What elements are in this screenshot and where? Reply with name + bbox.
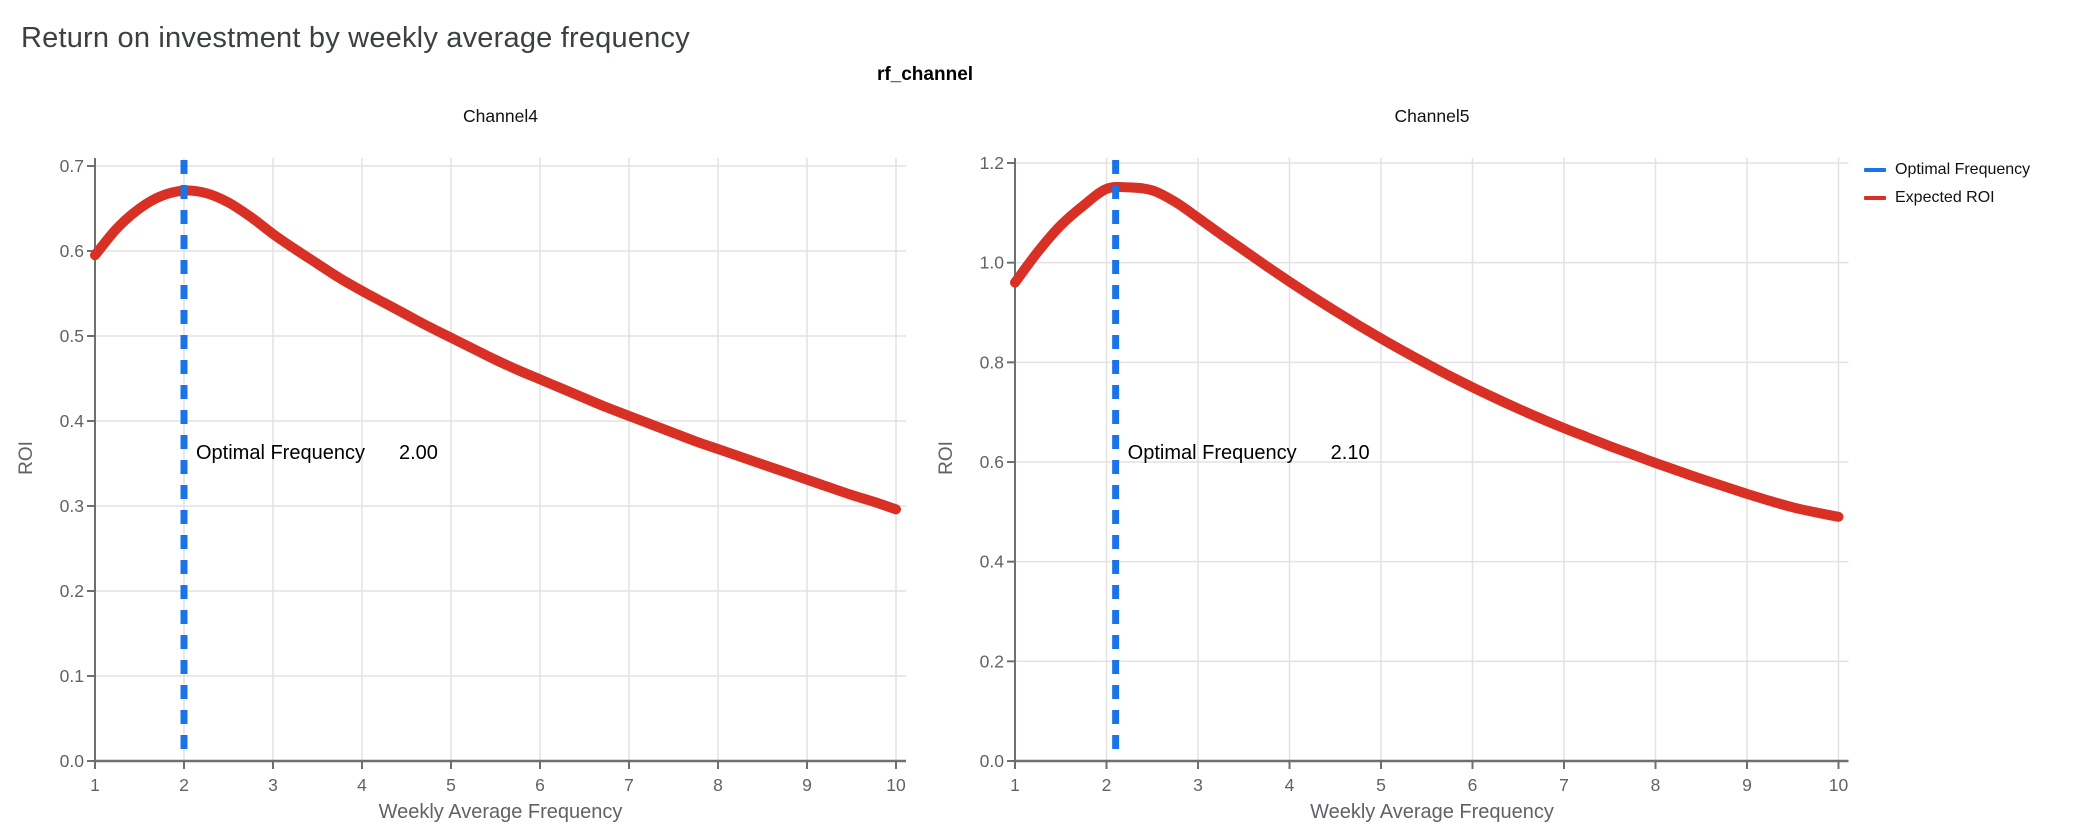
x-tick-label: 6 (535, 775, 545, 795)
subplot-channel4: Channel4 1 2 3 4 5 6 7 8 9 10 0.0 0.1 0.2 0.3 0.4 0.5 0.… (0, 95, 950, 840)
y-tick-label: 1.2 (980, 153, 1004, 173)
x-tick-label: 1 (1010, 775, 1020, 795)
facet-group-title: rf_channel (876, 64, 974, 85)
legend: Optimal Frequency Expected ROI (1864, 161, 2030, 217)
y-tick-label: 0.0 (60, 751, 85, 771)
legend-line-swatch (1864, 167, 1886, 172)
x-tick-label: 1 (90, 775, 100, 795)
x-axis-label: Weekly Average Frequency (1310, 801, 1554, 823)
legend-label: Expected ROI (1895, 188, 1995, 206)
plot-area: 1 2 3 4 5 6 7 8 9 10 0.0 0.1 0.2 0.3 0.4 0.5 0.6 0.7 Optim… (60, 156, 906, 795)
y-tick-label: 0.8 (980, 352, 1004, 372)
x-tick-label: 3 (268, 775, 278, 795)
x-tick-label: 8 (1651, 775, 1661, 795)
y-tick-label: 0.4 (980, 552, 1005, 572)
x-tick-label: 3 (1193, 775, 1203, 795)
optimal-frequency-annotation-value: 2.10 (1331, 442, 1370, 464)
y-tick-label: 0.6 (60, 241, 84, 261)
chart-title: Channel5 (1394, 106, 1470, 126)
x-tick-label: 10 (1829, 775, 1849, 795)
legend-line-swatch (1864, 195, 1886, 200)
x-tick-label: 7 (624, 775, 634, 795)
x-tick-label: 9 (802, 775, 812, 795)
plot-area: 1 2 3 4 5 6 7 8 9 10 0.0 0.2 0.4 0.6 0.8 1.0 1.2 Optimal … (980, 153, 1849, 795)
x-tick-label: 2 (1102, 775, 1112, 795)
subplot-channel5: Channel5 1 2 3 4 5 6 7 8 9 10 0.0 0.2 0.4 0.6 0.8 1.0 1.… (920, 95, 1870, 840)
y-tick-label: 0.4 (60, 411, 85, 431)
y-tick-label: 0.6 (980, 452, 1004, 472)
x-tick-label: 4 (1285, 775, 1295, 795)
chart-title: Channel4 (463, 106, 538, 126)
optimal-frequency-annotation-label: Optimal Frequency (1128, 442, 1297, 464)
y-tick-label: 0.7 (60, 156, 84, 176)
x-tick-label: 4 (357, 775, 367, 795)
legend-label: Optimal Frequency (1895, 160, 2031, 178)
legend-item: Optimal Frequency (1864, 161, 2030, 178)
y-tick-label: 0.0 (980, 751, 1005, 771)
expected-roi-curve (90, 185, 901, 515)
optimal-frequency-annotation-label: Optimal Frequency (196, 442, 365, 464)
x-tick-label: 8 (713, 775, 723, 795)
y-tick-label: 0.3 (60, 496, 84, 516)
x-axis-label: Weekly Average Frequency (378, 801, 623, 823)
x-tick-label: 5 (446, 775, 456, 795)
expected-roi-curve (1010, 181, 1844, 522)
y-tick-label: 0.2 (60, 581, 84, 601)
y-axis-label: ROI (936, 441, 957, 475)
x-tick-label: 2 (179, 775, 189, 795)
x-tick-label: 9 (1742, 775, 1752, 795)
y-tick-label: 0.2 (980, 651, 1004, 671)
x-tick-label: 5 (1376, 775, 1386, 795)
page-title: Return on investment by weekly average f… (21, 22, 690, 55)
y-tick-label: 0.1 (60, 666, 84, 686)
optimal-frequency-annotation-value: 2.00 (399, 442, 438, 464)
x-tick-label: 7 (1559, 775, 1569, 795)
y-axis-label: ROI (16, 441, 37, 475)
legend-item: Expected ROI (1864, 189, 2030, 206)
y-tick-label: 1.0 (980, 253, 1005, 273)
x-tick-label: 10 (886, 775, 906, 795)
y-tick-label: 0.5 (60, 326, 84, 346)
x-tick-label: 6 (1468, 775, 1478, 795)
